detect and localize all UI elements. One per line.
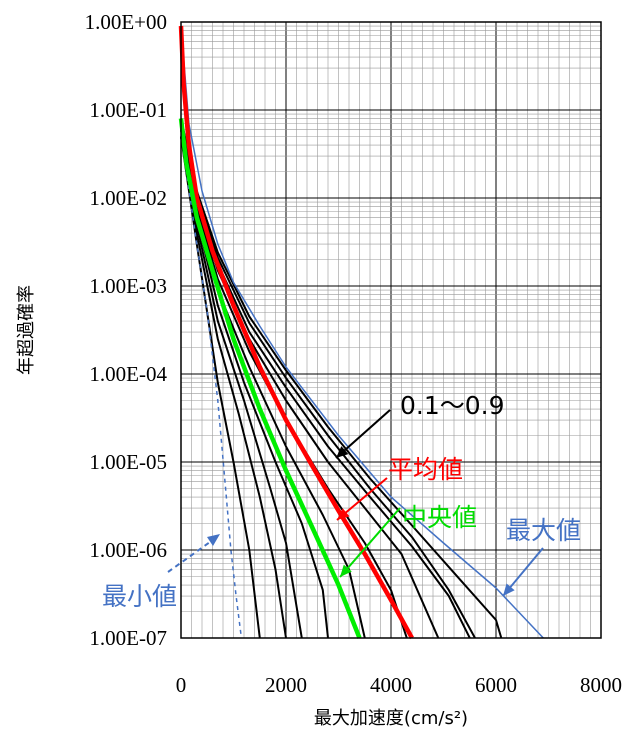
x-tick-label: 6000: [475, 673, 517, 697]
series-layer: [178, 25, 544, 640]
arrow-fractile: [335, 409, 391, 459]
x-tick-labels: 0 2000 4000 6000 8000: [176, 673, 622, 697]
fractile-series-line: [180, 136, 287, 639]
arrow-median: [339, 507, 401, 578]
x-tick-label: 0: [176, 673, 187, 697]
y-tick-label: 1.00E-03: [89, 274, 167, 298]
x-tick-label: 4000: [370, 673, 412, 697]
arrow-mean-head: [337, 508, 350, 520]
x-tick-label: 8000: [580, 673, 622, 697]
y-tick-label: 1.00E-06: [89, 538, 167, 562]
annotation-label: 最小値: [102, 582, 177, 611]
arrow-min-head: [207, 534, 220, 546]
x-axis-title: 最大加速度(cm/s²): [314, 708, 468, 729]
y-tick-labels: 1.00E+00 1.00E-01 1.00E-02 1.00E-03 1.00E-04…: [85, 10, 168, 650]
y-tick-label: 1.00E-02: [89, 186, 167, 210]
x-tick-label: 2000: [265, 673, 307, 697]
arrow-median-head: [340, 564, 352, 577]
annotation-label: 中央値: [402, 503, 477, 532]
annotation-label: 最大値: [506, 516, 581, 545]
y-axis-title: 年超過確率: [16, 285, 37, 375]
annotation-arrows: [167, 409, 544, 597]
y-tick-label: 1.00E-07: [89, 626, 167, 650]
y-tick-label: 1.00E+00: [85, 10, 167, 34]
y-tick-label: 1.00E-01: [89, 98, 167, 122]
arrow-max-head: [503, 583, 515, 596]
arrow-min: [167, 536, 218, 573]
fractile-series-line: [180, 118, 503, 639]
y-tick-label: 1.00E-05: [89, 450, 167, 474]
annotation-label: 0.1〜0.9: [400, 391, 505, 420]
annotation-label: 平均値: [388, 455, 463, 484]
series-line-最大値: [180, 25, 544, 639]
series-line-平均値: [178, 25, 414, 640]
arrow-fractile-head: [336, 446, 349, 458]
plot-frame: [180, 21, 602, 639]
y-tick-label: 1.00E-04: [89, 362, 167, 386]
series-line-最小値: [180, 129, 243, 639]
series-line-中央値: [178, 118, 362, 639]
